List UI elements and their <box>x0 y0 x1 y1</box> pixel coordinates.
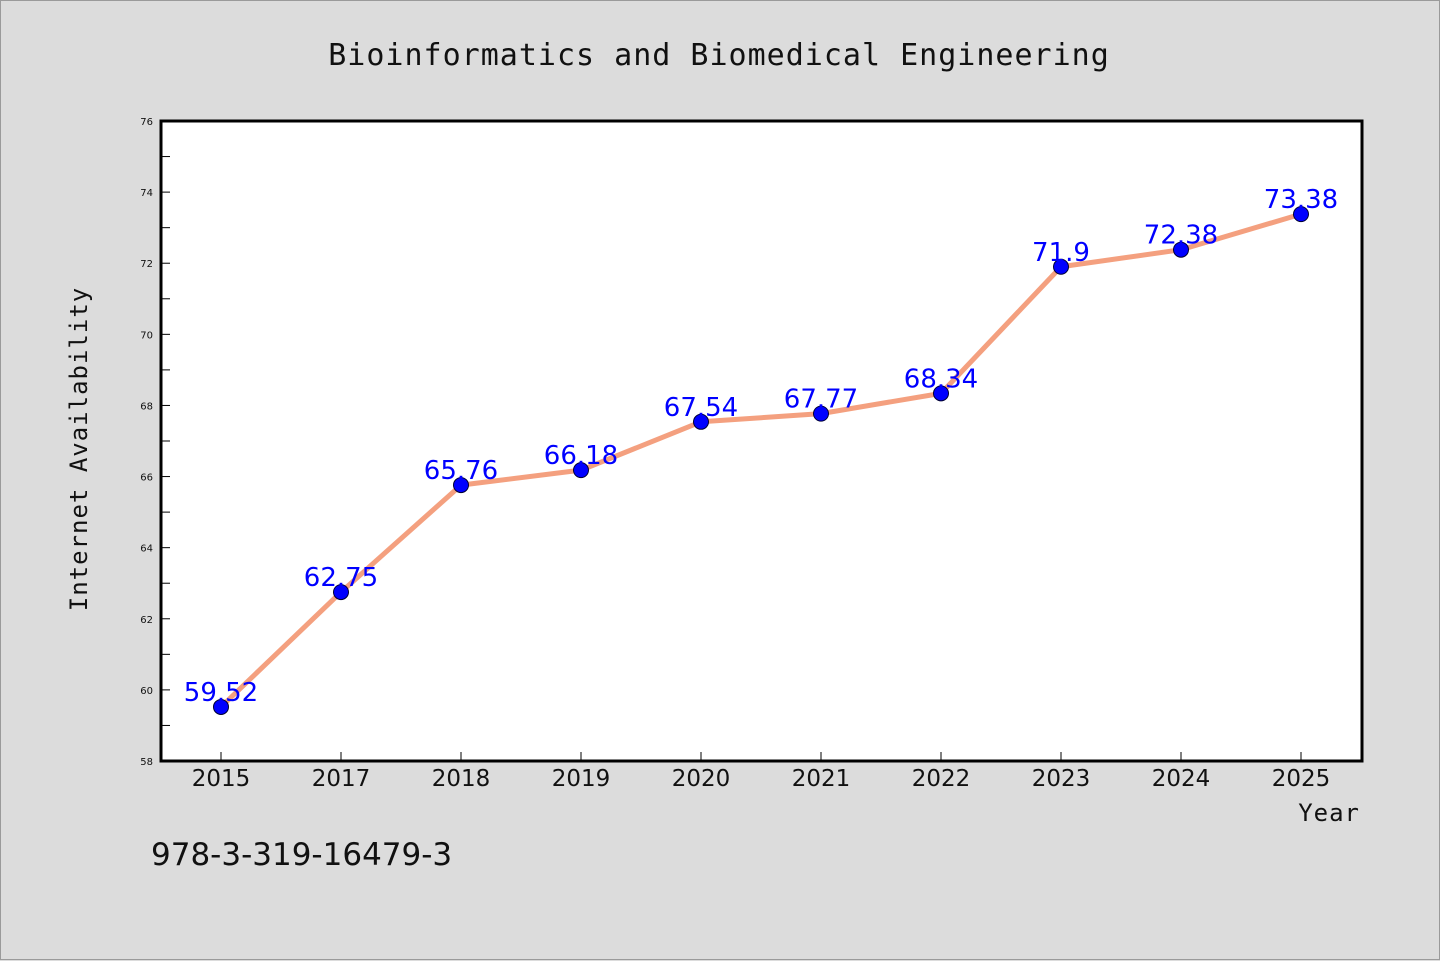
x-tick-label: 2025 <box>1272 766 1331 792</box>
isbn-footnote: 978-3-319-16479-3 <box>151 837 452 873</box>
x-tick-label: 2023 <box>1032 766 1091 792</box>
series-line <box>218 211 1304 710</box>
data-label: 67.54 <box>664 393 738 423</box>
data-label: 68.34 <box>904 364 978 394</box>
y-tick-label: 62 <box>140 615 153 626</box>
plot-area <box>161 121 1362 761</box>
data-point <box>573 462 589 479</box>
y-axis-ticks: 58 60 62 64 66 68 70 72 74 76 <box>140 117 170 768</box>
y-tick-label: 70 <box>140 330 153 341</box>
x-tick-label: 2017 <box>312 766 371 792</box>
data-point <box>1293 206 1309 223</box>
y-tick-label: 72 <box>140 259 153 270</box>
data-point <box>213 698 229 715</box>
y-tick-label: 74 <box>140 188 153 199</box>
y-tick-label: 76 <box>140 117 153 128</box>
data-point <box>1173 241 1189 258</box>
y-tick-label: 60 <box>140 686 153 697</box>
x-tick-label: 2022 <box>912 766 971 792</box>
data-point <box>453 477 469 494</box>
y-tick-label: 68 <box>140 401 153 412</box>
data-label: 73.38 <box>1264 185 1338 215</box>
data-label: 72.38 <box>1144 221 1218 251</box>
data-point <box>933 385 949 402</box>
x-tick-label: 2015 <box>192 766 251 792</box>
data-label: 65.76 <box>424 456 498 486</box>
y-tick-label: 64 <box>140 544 153 555</box>
data-series: 59.52 62.75 65.76 66.18 67.54 67.77 68.34 71.9 7… <box>184 185 1338 715</box>
y-tick-label: 58 <box>140 757 153 768</box>
y-axis-title: Internet Availability <box>65 287 93 611</box>
chart-title: Bioinformatics and Biomedical Engineerin… <box>328 38 1110 73</box>
data-point <box>1053 258 1069 275</box>
data-label: 62.75 <box>304 563 378 593</box>
data-label: 71.9 <box>1032 238 1090 268</box>
x-tick-label: 2019 <box>552 766 611 792</box>
data-point <box>693 413 709 430</box>
y-tick-label: 66 <box>140 473 153 484</box>
data-point <box>813 405 829 422</box>
data-label: 67.77 <box>784 385 858 415</box>
data-point <box>333 584 349 601</box>
plot-frame <box>159 119 1364 763</box>
data-label: 59.52 <box>184 678 258 708</box>
x-tick-label: 2018 <box>432 766 491 792</box>
x-axis-ticks: 2015 2017 2018 2019 2020 2021 2022 2023 2024 2025 <box>192 752 1331 792</box>
data-label: 66.18 <box>544 441 618 471</box>
x-tick-label: 2021 <box>792 766 851 792</box>
x-tick-label: 2024 <box>1152 766 1211 792</box>
x-tick-label: 2020 <box>672 766 731 792</box>
x-axis-title: Year <box>1298 799 1360 827</box>
